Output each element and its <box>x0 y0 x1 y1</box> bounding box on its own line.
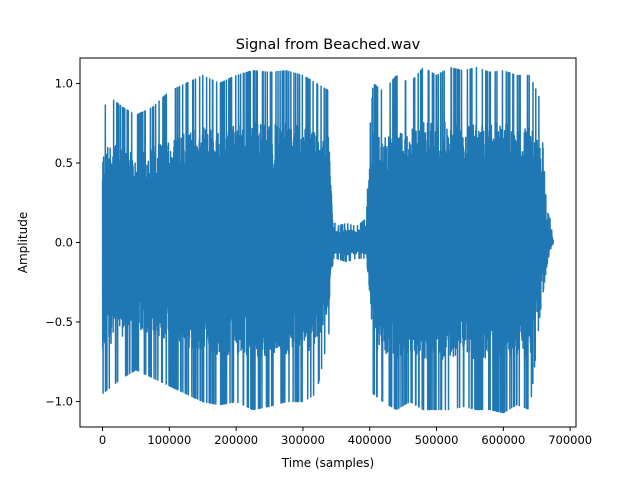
x-axis-label: Time (samples) <box>281 456 374 470</box>
y-tick-label: −1.0 <box>45 395 73 409</box>
x-tick-label: 500000 <box>415 433 459 447</box>
y-tick-label: −0.5 <box>45 315 73 329</box>
y-tick-label: 0.5 <box>55 156 73 170</box>
y-axis-label: Amplitude <box>16 212 30 274</box>
y-tick-label: 1.0 <box>55 76 73 90</box>
x-tick-label: 400000 <box>348 433 392 447</box>
x-tick-label: 300000 <box>281 433 325 447</box>
chart-title: Signal from Beached.wav <box>236 37 421 53</box>
plot-frame <box>79 57 577 428</box>
plot-area <box>101 66 555 414</box>
x-tick-label: 200000 <box>214 433 258 447</box>
signal-series-line <box>101 66 555 414</box>
y-tick-label: 0.0 <box>55 236 73 250</box>
signal-waveform <box>101 66 555 414</box>
x-tick-label: 700000 <box>548 433 592 447</box>
x-tick-label: 0 <box>99 433 106 447</box>
x-tick-label: 100000 <box>147 433 191 447</box>
x-axis: 0 100000 200000 300000 400000 500000 600000 700… <box>99 427 592 447</box>
y-axis: −1.0 −0.5 0.0 0.5 1.0 <box>45 76 80 409</box>
x-tick-label: 600000 <box>481 433 525 447</box>
